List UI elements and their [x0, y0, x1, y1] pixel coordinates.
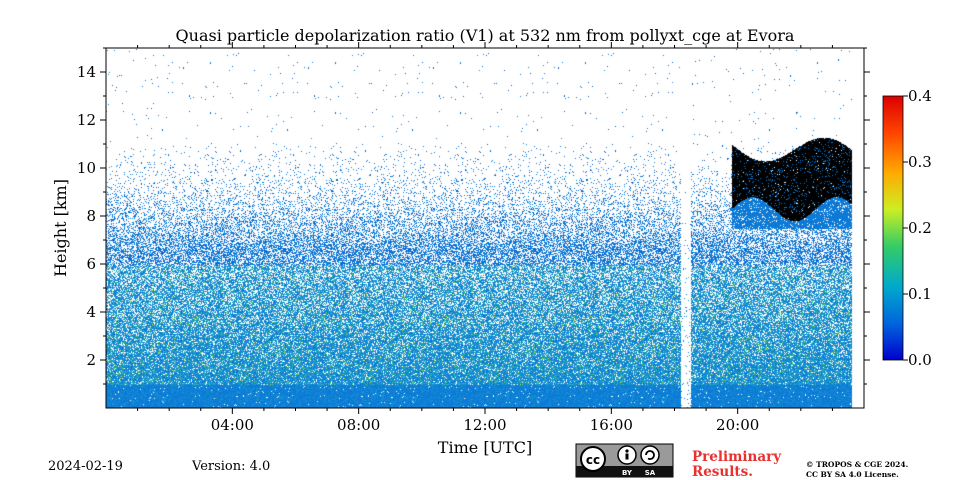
- colorbar: [882, 95, 904, 361]
- by-label: BY: [622, 469, 633, 477]
- version-label: Version: 4.0: [191, 459, 270, 474]
- x-tick-label: 08:00: [337, 416, 380, 434]
- y-axis: 2 4 6 8 10 12 14: [77, 47, 870, 385]
- chart-title: Quasi particle depolarization ratio (V1)…: [176, 26, 795, 45]
- colorbar-tick-label: 0.1: [908, 285, 932, 303]
- x-tick-label: 04:00: [211, 416, 254, 434]
- cc-icon-text: cc: [586, 453, 600, 467]
- cc-license-badge: cc BY SA: [575, 443, 674, 478]
- y-tick-label: 14: [77, 63, 96, 81]
- y-axis-label: Height [km]: [51, 179, 70, 277]
- preliminary-label-line1: Preliminary: [692, 449, 782, 465]
- y-tick-label: 12: [77, 111, 96, 129]
- x-axis-label: Time [UTC]: [438, 438, 532, 457]
- heatmap-container: [106, 48, 864, 408]
- colorbar-tick-label: 0.2: [908, 219, 932, 237]
- cc-icon: [580, 446, 606, 472]
- x-tick-label: 12:00: [463, 416, 506, 434]
- colorbar-tick-label: 0.4: [908, 87, 932, 105]
- date-label: 2024-02-19: [48, 459, 123, 474]
- sa-label: SA: [645, 469, 656, 477]
- colorbar-ticks: 0.0 0.1 0.2 0.3 0.4: [903, 87, 932, 369]
- x-tick-label: 16:00: [590, 416, 633, 434]
- heatmap-canvas: [106, 48, 864, 408]
- y-tick-label: 6: [86, 255, 96, 273]
- y-tick-label: 4: [86, 303, 96, 321]
- share-alike-icon: [640, 445, 660, 465]
- x-tick-label: 20:00: [716, 416, 759, 434]
- colorbar-tick-label: 0.0: [908, 351, 932, 369]
- y-tick-label: 10: [77, 159, 96, 177]
- plot-area: 04:00 08:00 12:00 16:00 20:00 2 4 6 8 10 12 14: [77, 42, 870, 434]
- copyright-line2: CC BY SA 4.0 License.: [806, 470, 899, 479]
- colorbar-tick-label: 0.3: [908, 153, 932, 171]
- y-tick-label: 8: [86, 207, 96, 225]
- y-tick-label: 2: [86, 351, 96, 369]
- copyright-line1: © TROPOS & CGE 2024.: [806, 460, 908, 469]
- preliminary-label-line2: Results.: [692, 464, 753, 480]
- x-axis: 04:00 08:00 12:00 16:00 20:00: [137, 42, 833, 434]
